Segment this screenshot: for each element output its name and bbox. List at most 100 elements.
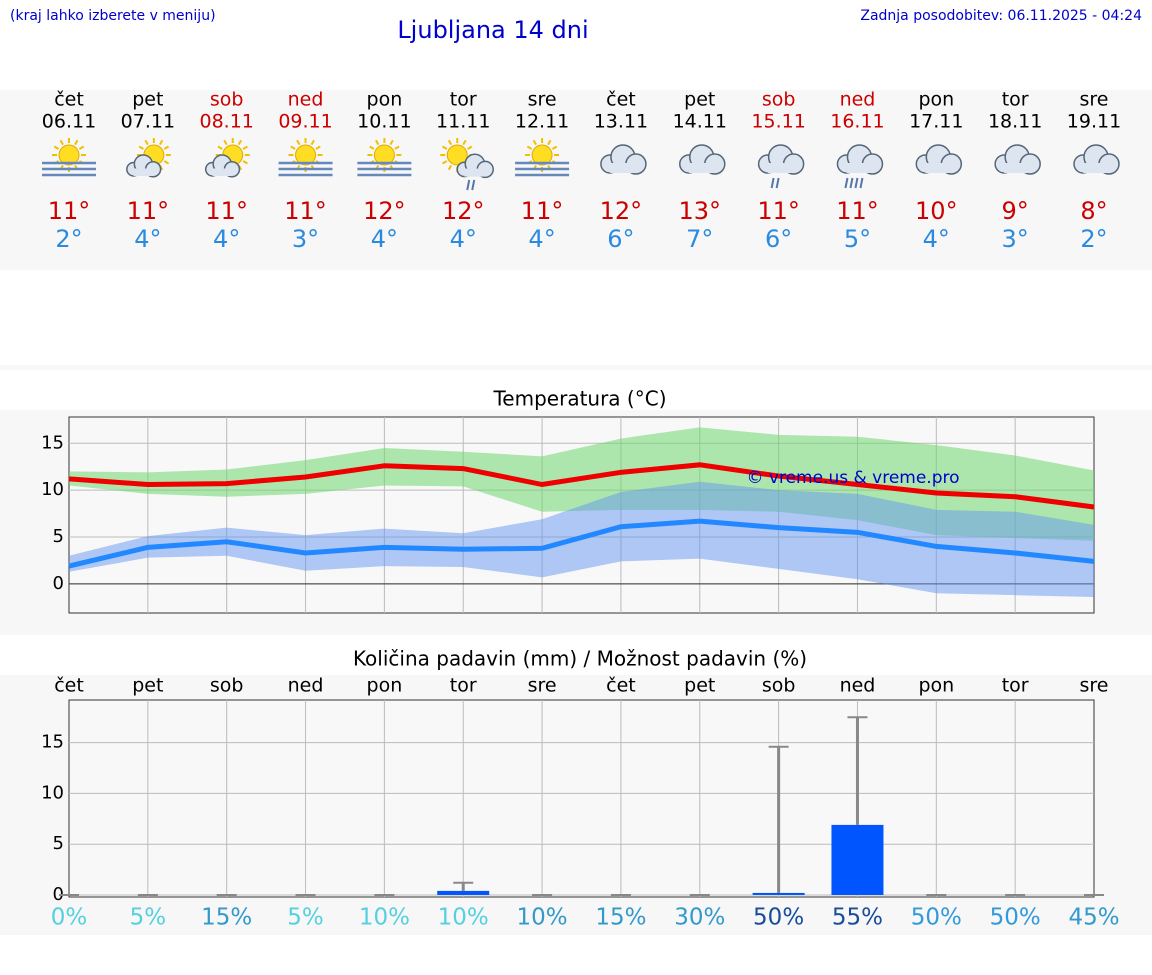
probability-label: 10%	[438, 905, 489, 931]
max-temp: 10°	[915, 197, 958, 225]
weekday: pon	[367, 89, 403, 111]
sun	[531, 144, 553, 166]
sun-ray	[144, 139, 149, 146]
weekday: sob	[762, 89, 796, 111]
min-temp: 5°	[844, 225, 871, 253]
probability-label: 0%	[51, 905, 88, 931]
probability-label: 15%	[595, 905, 646, 931]
max-temp: 12°	[600, 197, 643, 225]
min-temp: 4°	[450, 225, 477, 253]
x-tick-label: čet	[54, 675, 84, 697]
y-tick-label: 15	[41, 432, 64, 453]
max-temp: 11°	[205, 197, 248, 225]
rain	[854, 177, 859, 189]
x-tick-label: pon	[918, 675, 954, 697]
separator	[0, 365, 1152, 370]
sun-ray	[163, 160, 170, 165]
update-time: Zadnja posodobitev: 06.11.2025 - 04:24	[860, 8, 1142, 24]
sun-ray	[315, 145, 321, 150]
sun-ray	[394, 145, 400, 150]
bar	[437, 890, 490, 895]
y-tick-label: 10	[41, 479, 64, 500]
sun-ray	[526, 145, 533, 150]
x-tick-label: sob	[762, 675, 796, 697]
temp-line	[68, 518, 1095, 569]
max-temp: 11°	[836, 197, 879, 225]
cloud-part	[464, 168, 486, 177]
weather-icon	[278, 138, 333, 177]
date: 13.11	[594, 111, 648, 133]
y-tick-label: 0	[53, 573, 64, 594]
forecast-band	[0, 90, 1152, 270]
sun-ray	[462, 139, 467, 146]
min-temp: 4°	[134, 225, 161, 253]
cloud-part	[609, 163, 636, 173]
temp-line	[68, 462, 1095, 510]
weather-icon	[994, 144, 1041, 175]
min-temp: 2°	[1080, 225, 1107, 253]
weekday: sre	[528, 89, 557, 111]
min-temp: 6°	[607, 225, 634, 253]
min-temp: 3°	[292, 225, 319, 253]
sun-ray	[242, 160, 248, 165]
sun-ray	[442, 160, 448, 165]
menu-note[interactable]: (kraj lahko izberete v meniju)	[10, 8, 216, 24]
sun-ray	[369, 145, 375, 150]
probability-label: 45%	[1068, 905, 1119, 931]
cloud-part	[1004, 163, 1031, 173]
sun-ray	[532, 139, 537, 146]
x-tick-label: sre	[528, 675, 557, 697]
probability-label: 55%	[832, 905, 883, 931]
y-tick-label: 5	[53, 833, 64, 854]
min-temp: 6°	[765, 225, 792, 253]
probability-label: 10%	[517, 905, 568, 931]
y-tick-label: 10	[41, 782, 64, 803]
x-tick-label: pon	[367, 675, 403, 697]
plot-area	[68, 699, 1095, 898]
probability-label: 30%	[674, 905, 725, 931]
probability-label: 15%	[201, 905, 252, 931]
weather-icon	[42, 138, 96, 177]
cloud-part	[767, 163, 794, 173]
min-temp: 4°	[371, 225, 398, 253]
date: 18.11	[988, 111, 1042, 133]
date: 17.11	[909, 111, 963, 133]
sun-ray	[242, 145, 248, 150]
min-temp: 4°	[213, 225, 240, 253]
min-temp: 2°	[55, 225, 82, 253]
x-tick-label: tor	[450, 675, 477, 697]
sun-ray	[447, 139, 453, 146]
cloud-part	[212, 168, 232, 176]
bar	[752, 892, 805, 895]
y-tick-label: 0	[53, 884, 64, 905]
weather-icon	[1073, 144, 1120, 175]
sun-ray	[78, 145, 85, 150]
bar	[831, 824, 884, 895]
rain	[859, 177, 864, 189]
x-tick-label: čet	[606, 675, 636, 697]
cloud-part	[1083, 163, 1109, 173]
sun-ray	[223, 139, 228, 146]
x-tick-label: pet	[132, 675, 163, 697]
sun-ray	[53, 145, 60, 150]
max-temp: 11°	[521, 197, 564, 225]
min-temp: 3°	[1002, 225, 1029, 253]
weekday: tor	[450, 89, 477, 111]
y-tick-label: 5	[53, 526, 64, 547]
date: 12.11	[515, 111, 569, 133]
sun-ray	[442, 145, 448, 150]
weather-icon	[600, 144, 647, 175]
weekday: pon	[918, 89, 954, 111]
weather-icon	[679, 144, 726, 175]
weekday: čet	[54, 89, 84, 111]
rain	[849, 177, 854, 189]
watermark: © vreme.us & vreme.pro	[746, 468, 959, 488]
sun-ray	[389, 139, 394, 146]
sun-ray	[59, 139, 64, 146]
weather-icon	[915, 144, 963, 175]
weather-icon	[515, 138, 570, 177]
sun	[295, 144, 317, 166]
weather-icon	[757, 144, 805, 189]
weekday: čet	[606, 89, 636, 111]
